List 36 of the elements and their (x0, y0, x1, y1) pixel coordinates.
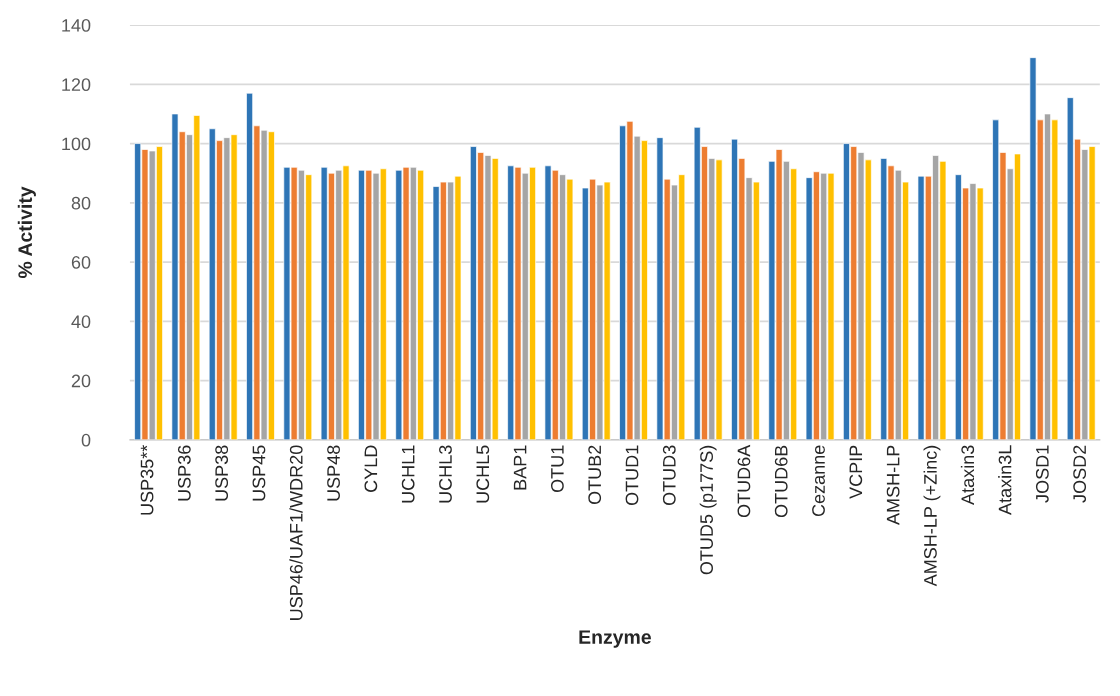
y-tick-label: 120 (62, 78, 91, 92)
x-tick-label: OTU1 (550, 445, 564, 493)
y-tick-label: 60 (71, 256, 91, 269)
x-tick-label: UCHL1 (401, 445, 415, 503)
x-axis-title: Enzyme (579, 630, 651, 648)
x-tick-label: OTUD6B (774, 445, 788, 518)
x-tick-label: CYLD (364, 445, 378, 492)
x-tick-label: USP46/UAF1/WDR20 (289, 445, 303, 620)
x-tick-label: USP45 (252, 445, 266, 501)
x-tick-label: USP38 (215, 445, 229, 501)
y-axis-title: % Activity (17, 186, 36, 279)
y-tick-label: 20 (71, 374, 91, 388)
x-tick-label: Ataxin3 (960, 445, 975, 505)
y-tick-label: 0 (81, 433, 91, 447)
x-tick-label: BAP1 (513, 445, 527, 490)
x-tick-label: Cezanne (812, 445, 825, 517)
x-tick-label: VCPIP (849, 445, 863, 499)
x-tick-label: USP35** (140, 445, 154, 515)
x-tick-label: OTUD1 (625, 445, 639, 506)
y-tick-label: 80 (71, 196, 91, 210)
x-tick-label: Ataxin3L (998, 445, 1012, 515)
x-tick-label: USP36 (177, 445, 191, 501)
x-tick-label: OTUD5 (p177S) (699, 445, 717, 575)
y-tick-label: 140 (62, 18, 91, 32)
x-tick-label: OTUD3 (662, 445, 676, 506)
x-tick-label: AMSH-LP (886, 445, 900, 525)
x-tick-label: JOSD1 (1035, 445, 1049, 503)
y-tick-label: 100 (62, 137, 91, 151)
x-tick-label: UCHL5 (476, 445, 490, 503)
x-tick-label: AMSH-LP (+Zinc) (923, 445, 941, 587)
x-tick-label: UCHL3 (439, 445, 452, 503)
x-tick-label: JOSD2 (1073, 445, 1087, 503)
y-tick-label: 40 (71, 315, 91, 329)
x-tick-label: OTUB2 (588, 445, 602, 505)
x-tick-label: USP48 (327, 445, 340, 501)
x-tick-label: OTUD6A (737, 444, 751, 518)
